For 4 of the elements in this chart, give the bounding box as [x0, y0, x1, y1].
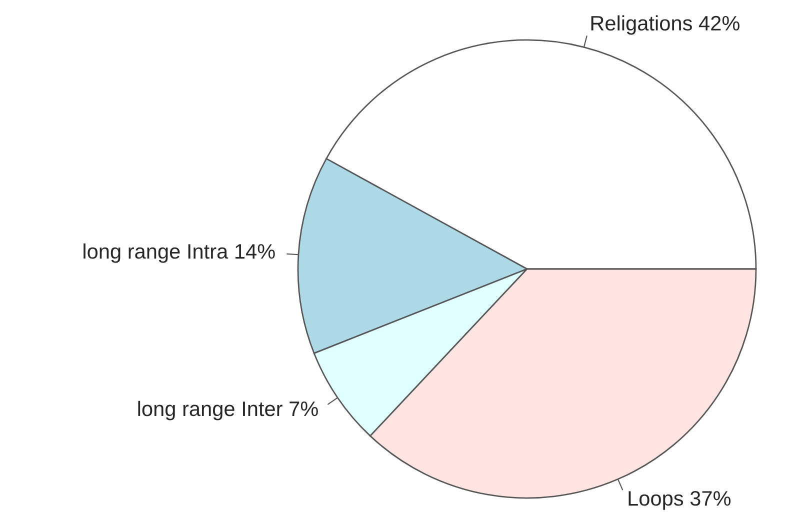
slice-label: long range Inter 7% — [138, 400, 318, 420]
slice-label: long range Intra 14% — [84, 243, 275, 263]
slice-label: Loops 37% — [628, 491, 731, 510]
slice-label: Religations 42% — [591, 15, 740, 35]
